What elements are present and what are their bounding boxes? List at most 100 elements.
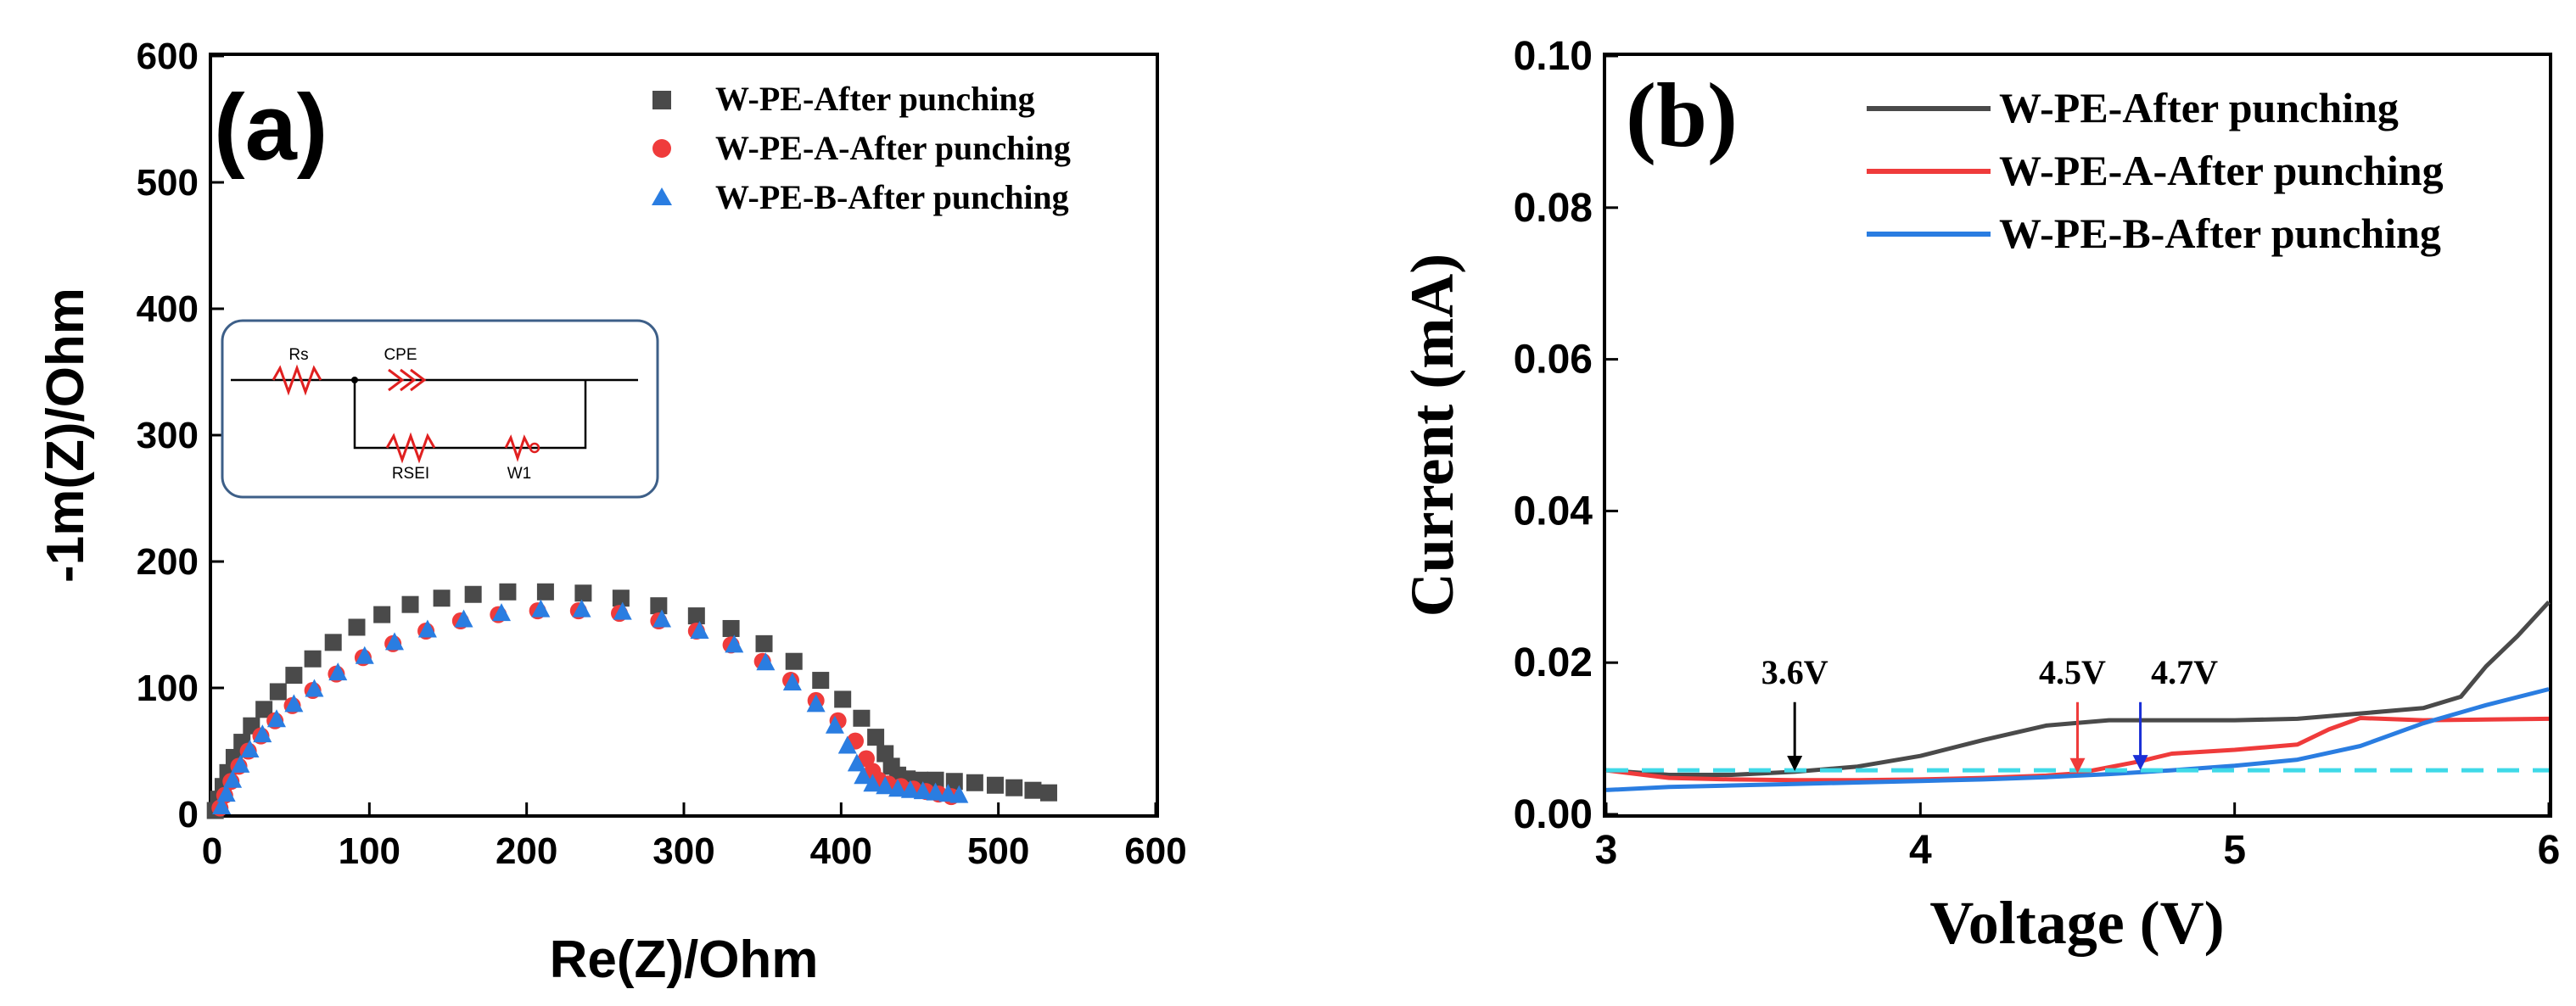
data-point-square — [927, 771, 944, 789]
equivalent-circuit-inset: Rs CPE RSEI W1 — [221, 319, 659, 499]
data-point-square — [1005, 779, 1023, 796]
data-point-triangle — [938, 784, 958, 802]
data-point-triangle — [216, 784, 236, 802]
data-point-square — [755, 634, 773, 652]
data-point-triangle — [240, 740, 260, 758]
w1-label: W1 — [507, 465, 532, 483]
data-point-triangle — [652, 609, 672, 628]
y-tick-label: 200 — [137, 541, 199, 583]
panel-b-x-axis-title: Voltage (V) — [1929, 889, 2224, 957]
legend-marker-square — [652, 91, 671, 109]
y-tick-label: 0.08 — [1514, 186, 1593, 231]
y-tick-label: 600 — [137, 36, 199, 77]
panel-b-legend: W-PE-After punching W-PE-A-After punchin… — [1867, 84, 2444, 257]
data-point-triangle — [384, 632, 404, 651]
data-point-triangle — [253, 724, 272, 743]
x-tick-label: 5 — [2223, 828, 2246, 873]
data-point-triangle — [806, 694, 826, 713]
legend-label-w-pe-b: W-PE-B-After punching — [1999, 210, 2441, 257]
y-tick-label: 100 — [137, 668, 199, 709]
annotation-label: 3.6V — [1761, 653, 1828, 691]
x-tick-label: 300 — [652, 830, 714, 872]
y-tick-label: 500 — [137, 162, 199, 204]
data-point-triangle — [782, 673, 802, 691]
data-point-triangle — [454, 609, 473, 628]
data-point-square — [867, 729, 885, 746]
data-point-triangle — [231, 754, 250, 773]
x-tick-label: 200 — [496, 830, 557, 872]
data-point-triangle — [305, 679, 324, 697]
data-point-triangle — [284, 694, 304, 713]
y-tick-label: 0.00 — [1514, 792, 1593, 837]
data-point-triangle — [888, 779, 908, 797]
legend-label-w-pe-b: W-PE-B-After punching — [715, 178, 1069, 216]
legend-marker-circle — [652, 139, 671, 158]
data-point-triangle — [756, 652, 776, 671]
panel-a-plot-frame — [209, 53, 1159, 818]
x-tick-label: 400 — [810, 830, 872, 872]
annotation-arrowhead — [2132, 755, 2148, 771]
data-point-triangle — [328, 662, 348, 681]
data-point-square — [433, 590, 451, 607]
x-tick-label: 600 — [1124, 830, 1186, 872]
legend-label-w-pe-a: W-PE-A-After punching — [715, 129, 1071, 167]
x-tick-label: 100 — [339, 830, 400, 872]
data-point-triangle — [837, 735, 857, 754]
panel-b-label: (b) — [1626, 65, 1738, 166]
data-point-triangle — [572, 599, 591, 618]
panel-a-x-axis-title: Re(Z)/Ohm — [550, 931, 819, 989]
y-tick-label: 0 — [178, 794, 199, 836]
data-point-triangle — [531, 599, 551, 618]
data-point-square — [812, 672, 830, 690]
data-point-square — [574, 584, 592, 602]
rsei-label: RSEI — [392, 465, 429, 483]
y-tick-label: 0.02 — [1514, 640, 1593, 685]
data-point-triangle — [926, 782, 945, 801]
y-tick-label: 400 — [137, 288, 199, 330]
data-point-square — [285, 667, 303, 685]
data-point-square — [650, 597, 668, 615]
data-point-square — [612, 590, 630, 607]
data-point-square — [499, 583, 517, 601]
rs-label: Rs — [288, 346, 308, 364]
y-tick-label: 0.04 — [1514, 489, 1593, 534]
data-point-triangle — [212, 796, 232, 815]
data-point-square — [401, 595, 419, 613]
panel-b-annotations: 3.6V 4.5V 4.7V — [1761, 653, 2218, 774]
panel-b-plot-frame — [1603, 53, 2552, 818]
data-point-square — [687, 607, 705, 625]
rs-resistor-icon — [272, 364, 322, 396]
data-point-triangle — [854, 766, 873, 785]
data-point-triangle — [847, 753, 866, 772]
cpe-element-icon — [388, 368, 405, 392]
data-point-triangle — [613, 601, 632, 620]
data-point-square — [304, 650, 322, 668]
panel-a-y-axis-title: -1m(Z)/Ohm — [36, 288, 95, 583]
panel-a-y-ticks: 0 100 200 300 400 500 600 — [137, 36, 224, 836]
legend-label-w-pe: W-PE-After punching — [715, 80, 1035, 118]
data-point-square — [348, 618, 366, 636]
data-point-square — [373, 606, 391, 623]
data-point-triangle — [417, 619, 437, 638]
legend-marker-triangle — [652, 187, 672, 205]
data-point-square — [966, 774, 983, 791]
data-point-triangle — [725, 634, 744, 653]
data-point-square — [269, 683, 287, 701]
panel-a-x-ticks: 0 100 200 300 400 500 600 — [202, 802, 1187, 872]
x-tick-label: 500 — [967, 830, 1029, 872]
data-point-triangle — [492, 603, 512, 622]
y-tick-label: 0.10 — [1514, 34, 1593, 79]
data-point-square — [945, 773, 963, 791]
warburg-element-icon — [504, 434, 540, 462]
data-point-circle — [857, 750, 875, 768]
panel-b-voltage-current-plot: 3 4 5 6 0.00 0.02 0.04 0.06 0.08 0.10 3.6V 4.5V 4.… — [1398, 34, 2560, 957]
x-tick-label: 4 — [1909, 828, 1932, 873]
data-point-triangle — [900, 780, 920, 798]
rsei-resistor-icon — [385, 432, 436, 464]
panel-a-legend: W-PE-After punching W-PE-A-After punchin… — [652, 80, 1071, 216]
data-point-square — [986, 776, 1004, 794]
legend-label-w-pe: W-PE-After punching — [1999, 84, 2399, 131]
cpe-element-icon-2 — [400, 368, 417, 392]
data-point-triangle — [825, 715, 844, 734]
